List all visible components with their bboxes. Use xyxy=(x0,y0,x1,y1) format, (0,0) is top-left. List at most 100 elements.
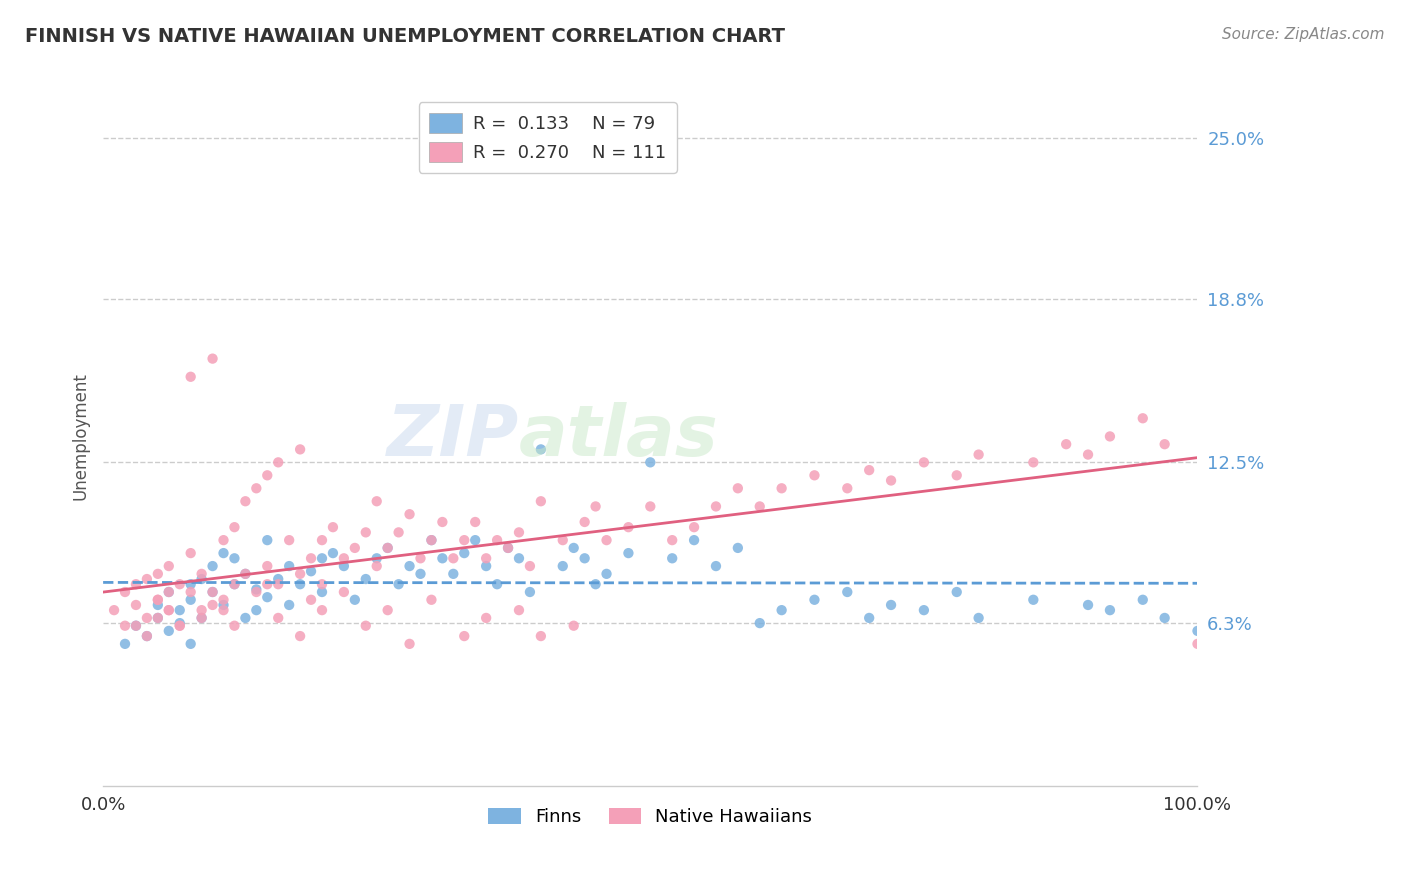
Point xyxy=(201,351,224,366)
Point xyxy=(311,585,333,599)
Point xyxy=(235,566,257,581)
Point xyxy=(562,618,585,632)
Point xyxy=(453,546,475,560)
Point xyxy=(1132,411,1154,425)
Point xyxy=(837,481,859,495)
Point xyxy=(432,515,454,529)
Point xyxy=(146,598,169,612)
Point xyxy=(1054,437,1077,451)
Point xyxy=(377,541,399,555)
Point xyxy=(748,616,770,631)
Point xyxy=(464,515,486,529)
Point xyxy=(135,629,157,643)
Point xyxy=(146,592,169,607)
Point xyxy=(125,618,148,632)
Point xyxy=(256,577,278,591)
Point xyxy=(322,520,344,534)
Point xyxy=(169,577,191,591)
Legend: Finns, Native Hawaiians: Finns, Native Hawaiians xyxy=(481,801,820,833)
Point xyxy=(354,525,377,540)
Point xyxy=(288,629,311,643)
Point xyxy=(1187,624,1209,638)
Point xyxy=(201,585,224,599)
Point xyxy=(256,468,278,483)
Point xyxy=(486,533,509,548)
Point xyxy=(508,525,530,540)
Point xyxy=(912,603,935,617)
Point xyxy=(135,629,157,643)
Point xyxy=(1153,611,1175,625)
Point xyxy=(288,577,311,591)
Point xyxy=(617,520,640,534)
Point xyxy=(157,603,180,617)
Point xyxy=(595,566,617,581)
Point xyxy=(475,611,498,625)
Point xyxy=(311,577,333,591)
Point xyxy=(967,448,990,462)
Text: atlas: atlas xyxy=(519,402,718,471)
Point xyxy=(1098,603,1121,617)
Point xyxy=(201,585,224,599)
Point xyxy=(288,566,311,581)
Point xyxy=(464,533,486,548)
Point xyxy=(235,611,257,625)
Point xyxy=(169,616,191,631)
Point xyxy=(496,541,519,555)
Point xyxy=(640,455,662,469)
Point xyxy=(562,541,585,555)
Point xyxy=(180,369,202,384)
Point xyxy=(420,533,443,548)
Point xyxy=(278,533,301,548)
Point xyxy=(1077,448,1099,462)
Point xyxy=(377,541,399,555)
Point xyxy=(486,577,509,591)
Point xyxy=(267,611,290,625)
Point xyxy=(354,572,377,586)
Point xyxy=(125,577,148,591)
Point xyxy=(409,551,432,566)
Point xyxy=(420,592,443,607)
Point xyxy=(1153,437,1175,451)
Point xyxy=(441,566,464,581)
Point xyxy=(617,546,640,560)
Point xyxy=(190,611,212,625)
Point xyxy=(333,585,356,599)
Point xyxy=(103,603,125,617)
Point xyxy=(311,551,333,566)
Point xyxy=(235,566,257,581)
Point xyxy=(311,603,333,617)
Point xyxy=(1132,592,1154,607)
Point xyxy=(1098,429,1121,443)
Point xyxy=(146,566,169,581)
Point xyxy=(245,481,267,495)
Point xyxy=(388,525,411,540)
Point xyxy=(530,442,553,457)
Point xyxy=(837,585,859,599)
Point xyxy=(256,559,278,574)
Point xyxy=(377,603,399,617)
Point xyxy=(388,577,411,591)
Point xyxy=(551,533,574,548)
Point xyxy=(311,533,333,548)
Point xyxy=(354,618,377,632)
Point xyxy=(299,564,322,578)
Point xyxy=(770,603,793,617)
Point xyxy=(224,577,246,591)
Point xyxy=(770,481,793,495)
Point xyxy=(114,637,136,651)
Point xyxy=(453,629,475,643)
Point xyxy=(245,582,267,597)
Point xyxy=(453,533,475,548)
Point xyxy=(157,603,180,617)
Point xyxy=(212,603,235,617)
Point xyxy=(256,590,278,604)
Point xyxy=(1187,637,1209,651)
Point xyxy=(190,611,212,625)
Point xyxy=(803,592,825,607)
Point xyxy=(727,481,749,495)
Point xyxy=(585,500,607,514)
Point xyxy=(574,515,596,529)
Point xyxy=(201,559,224,574)
Point xyxy=(256,533,278,548)
Point xyxy=(432,551,454,566)
